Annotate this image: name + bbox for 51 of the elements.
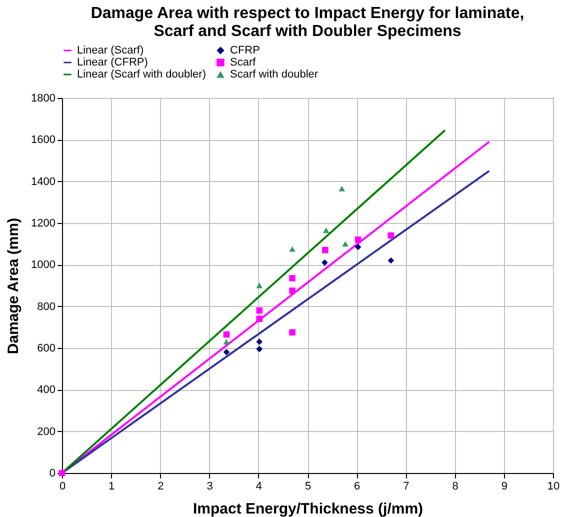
- point: [256, 316, 263, 322]
- x-tick-label: 10: [547, 480, 560, 492]
- point: [322, 259, 328, 266]
- x-tick-label: 4: [256, 480, 262, 492]
- point: [388, 232, 394, 239]
- point: [289, 329, 296, 336]
- point: [256, 338, 263, 345]
- y-tick-label: 1400: [31, 176, 56, 188]
- y-tick-label: 1200: [31, 218, 56, 230]
- point: [223, 331, 230, 338]
- point: [354, 236, 362, 243]
- point: [256, 346, 263, 352]
- y-tick-label: 800: [37, 300, 56, 313]
- x-tick-label: 8: [452, 480, 458, 492]
- point: [289, 246, 296, 252]
- x-tick-label: 6: [354, 480, 360, 492]
- point: [289, 275, 296, 282]
- y-tick-label: 1800: [31, 92, 56, 104]
- point: [322, 228, 330, 234]
- point: [256, 282, 263, 288]
- x-tick-label: 5: [304, 480, 312, 492]
- x-tick-label: 3: [206, 480, 213, 492]
- y-tick-label: 200: [37, 426, 56, 438]
- point: [354, 244, 362, 250]
- y-axis-title: Damage Area (mm): [5, 218, 22, 354]
- x-tick-label: 9: [501, 480, 508, 492]
- y-tick-label: 0: [49, 468, 56, 480]
- legend-label: Linear (Scarf): [77, 44, 144, 56]
- y-tick-label: 1600: [31, 134, 56, 146]
- y-tick-label: 600: [37, 342, 56, 354]
- legend-label: Linear (Scarf with doubler): [77, 68, 206, 80]
- chart-title: Damage Area with respect to Impact Energy for laminate, Scarf and Scarf with Doubler Specimens: [90, 5, 524, 40]
- y-tick-label: 400: [37, 384, 56, 396]
- x-tick-label: 2: [158, 480, 164, 492]
- point: [388, 257, 394, 264]
- legend-label: CFRP: [230, 44, 260, 56]
- x-tick-label: 7: [403, 480, 410, 492]
- legend-label: Linear (CFRP): [77, 56, 148, 68]
- point: [223, 349, 230, 356]
- legend-label: Scarf: [230, 56, 257, 68]
- y-tick-label: 1000: [31, 259, 56, 272]
- point: [289, 288, 296, 294]
- point: [322, 246, 328, 254]
- x-tick-label: 0: [59, 480, 66, 492]
- x-tick-label: 1: [108, 480, 115, 492]
- point: [256, 307, 263, 314]
- point: [223, 339, 230, 344]
- x-axis-title: Impact Energy/Thickness (j/mm): [192, 500, 424, 517]
- point: [338, 186, 346, 192]
- point: [342, 241, 348, 247]
- legend-label: Scarf with doubler: [230, 68, 318, 80]
